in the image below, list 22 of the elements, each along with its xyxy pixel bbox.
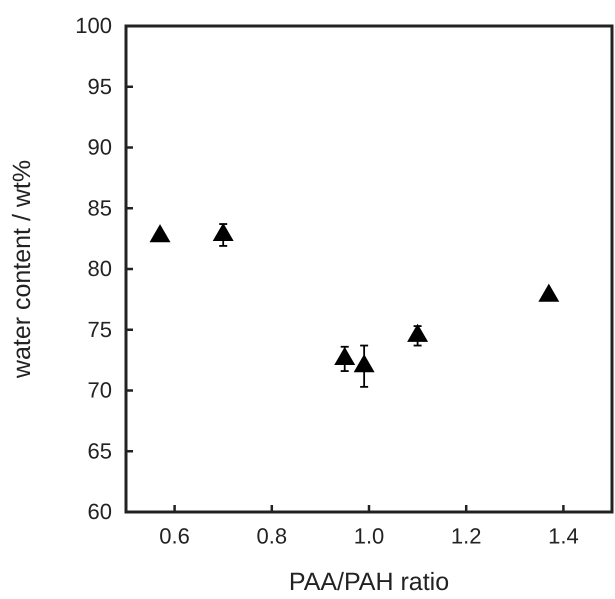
point (538, 284, 560, 302)
point (407, 324, 428, 342)
y-tick-label: 95 (88, 74, 112, 99)
x-tick-label: 1.4 (548, 524, 579, 549)
x-tick-label: 0.8 (256, 524, 288, 549)
point (212, 222, 234, 242)
y-tick-label: 60 (88, 499, 112, 524)
y-tick-label: 70 (88, 378, 112, 403)
y-tick-label: 65 (88, 438, 112, 464)
y-tick-label: 100 (75, 13, 112, 38)
point (334, 346, 356, 365)
y-tick-label: 90 (88, 134, 112, 160)
x-tick-label: 1.0 (354, 524, 384, 549)
y-tick-label: 85 (88, 195, 112, 220)
point (150, 224, 170, 242)
x-axis-title: PAA/PAH ratio (288, 568, 450, 596)
x-tick-label: 0.6 (159, 524, 190, 549)
x-tick-label: 1.2 (450, 524, 482, 549)
y-tick-label: 80 (88, 256, 112, 282)
point (354, 354, 375, 372)
y-axis-title: water content / wt% (8, 160, 36, 380)
y-tick-label: 75 (88, 316, 112, 342)
